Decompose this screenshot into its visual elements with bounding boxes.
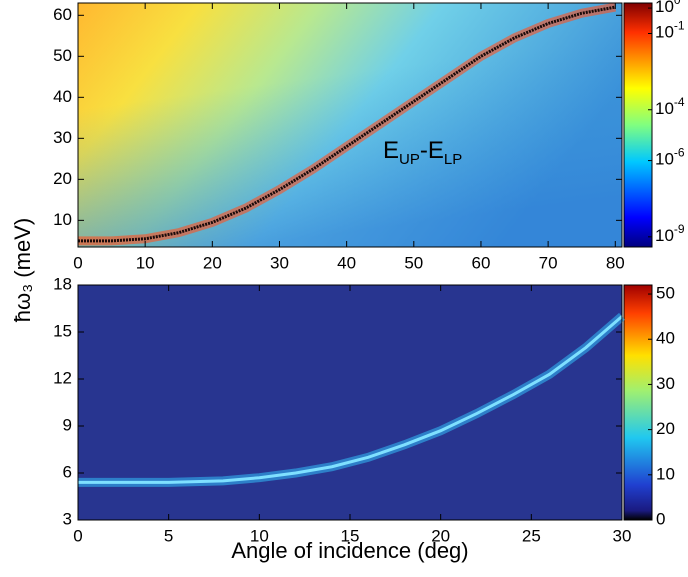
colorbar-tick-base: 10 bbox=[655, 99, 674, 118]
y-tick-label: 20 bbox=[53, 169, 72, 188]
x-tick-label: 50 bbox=[404, 253, 423, 272]
y-tick-label: 30 bbox=[53, 128, 72, 147]
line bbox=[78, 5, 616, 243]
x-tick-label: 10 bbox=[250, 526, 269, 545]
y-tick-label: 15 bbox=[53, 321, 72, 340]
colorbar-tick-label: 50 bbox=[656, 284, 675, 303]
x-tick-label: 0 bbox=[73, 253, 82, 272]
colorbar-tick-exponent: 0 bbox=[674, 0, 681, 7]
colorbar-tick-label: 10-4 bbox=[655, 95, 685, 118]
colorbar-tick-label: 0 bbox=[656, 509, 665, 528]
y-tick-label: 6 bbox=[63, 462, 72, 481]
x-tick-label: 0 bbox=[73, 526, 82, 545]
y-tick-label: 40 bbox=[53, 87, 72, 106]
line bbox=[78, 315, 623, 484]
colorbar-tick-label: 30 bbox=[656, 374, 675, 393]
annotation-part: -E bbox=[420, 137, 444, 164]
y-tick-label: 60 bbox=[53, 5, 72, 24]
annotation-part: UP bbox=[399, 151, 420, 168]
colorbar bbox=[623, 2, 653, 248]
colorbar-tick-exponent: -6 bbox=[674, 146, 685, 160]
heatmap-shade bbox=[78, 3, 622, 247]
annotation-part: E bbox=[383, 137, 399, 164]
annotation-part: LP bbox=[444, 151, 462, 168]
y-axis-label: ħω₃ (meV) bbox=[10, 218, 35, 322]
colorbar-tick-label: 10-9 bbox=[655, 222, 685, 245]
y-tick-label: 9 bbox=[63, 415, 72, 434]
y-tick-label: 12 bbox=[53, 368, 72, 387]
y-tick-label: 50 bbox=[53, 46, 72, 65]
x-tick-label: 20 bbox=[431, 526, 450, 545]
x-tick-label: 30 bbox=[613, 526, 632, 545]
y-tick-label: 10 bbox=[53, 210, 72, 229]
colorbar bbox=[623, 284, 653, 521]
annotation: EUP-ELP bbox=[383, 137, 462, 168]
y-tick-label: 18 bbox=[53, 274, 72, 293]
colorbar-tick-exponent: -4 bbox=[674, 95, 685, 109]
x-tick-label: 15 bbox=[341, 526, 360, 545]
x-tick-label: 10 bbox=[136, 253, 155, 272]
colorbar-tick-label: 10-1 bbox=[655, 19, 685, 42]
x-tick-label: 20 bbox=[203, 253, 222, 272]
x-tick-label: 5 bbox=[164, 526, 173, 545]
colorbar-tick-base: 10 bbox=[655, 150, 674, 169]
colorbar-tick-base: 10 bbox=[655, 226, 674, 245]
colorbar-tick-label: 10 bbox=[656, 464, 675, 483]
colorbar-tick-label: 40 bbox=[656, 329, 675, 348]
colorbar-tick-label: 20 bbox=[656, 419, 675, 438]
colorbar-tick-exponent: -1 bbox=[674, 19, 685, 33]
frame bbox=[77, 2, 623, 248]
x-tick-label: 40 bbox=[337, 253, 356, 272]
y-tick-label: 3 bbox=[63, 509, 72, 528]
colorbar-tick-exponent: -9 bbox=[674, 222, 685, 236]
x-tick-label: 60 bbox=[472, 253, 491, 272]
colorbar-tick-base: 10 bbox=[655, 23, 674, 42]
x-tick-label: 25 bbox=[522, 526, 541, 545]
x-tick-label: 80 bbox=[606, 253, 625, 272]
x-tick-label: 30 bbox=[270, 253, 289, 272]
x-tick-label: 70 bbox=[539, 253, 558, 272]
x-axis-label: Angle of incidence (deg) bbox=[231, 538, 468, 563]
colorbar-tick-label: 100 bbox=[655, 0, 681, 17]
colorbar-tick-base: 10 bbox=[655, 0, 674, 17]
colorbar-tick-label: 10-6 bbox=[655, 146, 685, 169]
